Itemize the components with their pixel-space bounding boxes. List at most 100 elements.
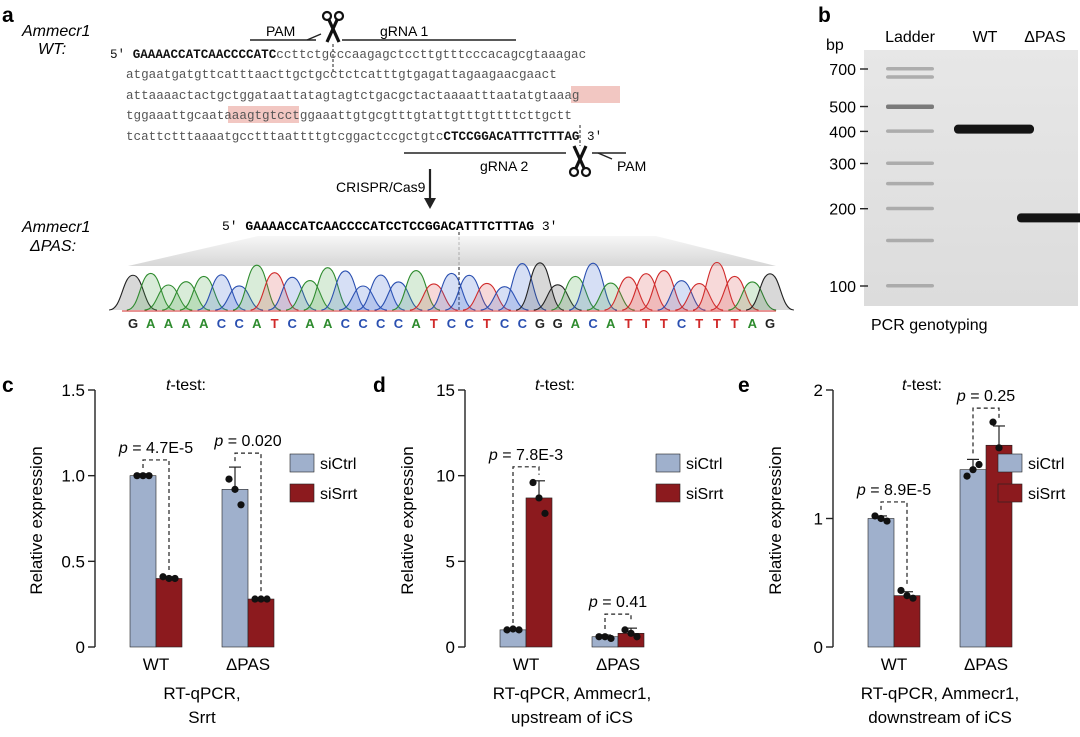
base-call: A (305, 316, 315, 331)
data-point (883, 517, 891, 525)
dpas-allele-label: ΔPAS: (29, 238, 76, 255)
trace-peak-C (339, 285, 388, 311)
base-call: A (411, 316, 421, 331)
data-point (541, 509, 549, 517)
trace-peak-T (710, 275, 759, 311)
p-value: = 8.9E-5 (866, 482, 931, 499)
ladder-band (886, 284, 934, 288)
p-value: = 7.8E-3 (498, 447, 563, 464)
significance-bracket (234, 452, 262, 593)
base-call: A (181, 316, 191, 331)
trace-peak-T (409, 283, 458, 311)
base-call: A (199, 316, 209, 331)
x-axis-label: upstream of iCS (511, 708, 633, 727)
sequence-line: atgaatgatgttcatttaacttgctgcctctcatttgtga… (126, 68, 557, 82)
base-call: A (571, 316, 581, 331)
legend-swatch-siCtrl (997, 453, 1023, 473)
x-category-label: WT (143, 655, 169, 674)
base-call: C (464, 316, 474, 331)
gel-tick-label: 400 (829, 124, 856, 141)
base-call: A (748, 316, 758, 331)
base-call: C (288, 316, 298, 331)
panel-label-b: b (818, 4, 831, 27)
base-call: T (271, 316, 279, 331)
gel-tick-label: 300 (829, 156, 856, 173)
trace-peak-A (179, 275, 228, 311)
sequence-segment: tcattctttaaaatgcctttaattttgtcggactccgctg… (126, 130, 443, 144)
trace-peak-T (692, 261, 741, 311)
legend-label: siSrrt (320, 486, 358, 503)
data-point (995, 444, 1003, 452)
legend-swatch-siCtrl (655, 453, 681, 473)
trace-peak-T (604, 276, 653, 311)
data-point (989, 418, 997, 426)
trace-peak-G (745, 273, 795, 311)
ladder-band (886, 75, 934, 79)
sequence-line: tcattctttaaaatgcctttaattttgtcggactccgctg… (126, 130, 602, 144)
legend-label: siSrrt (1028, 486, 1066, 503)
gel-tick-label: 100 (829, 279, 856, 296)
data-point (969, 466, 977, 474)
p-value-label: p = 0.41 (588, 594, 647, 611)
ladder-band (886, 238, 934, 243)
p-value-label: p = 8.9E-5 (856, 482, 931, 499)
wt-band (954, 124, 1034, 134)
trace-peak-C (568, 262, 618, 311)
data-point (225, 475, 233, 483)
y-axis-label: Relative expression (398, 446, 417, 594)
trace-peak-C (321, 270, 370, 311)
x-axis-label: RT-qPCR, (163, 684, 240, 703)
bar-chart-d: 0 5 10 15 Relative expression WT ΔPAS p = 7.8E-… (398, 377, 724, 727)
base-call: C (518, 316, 528, 331)
ttest-label: t-test: (902, 377, 942, 394)
data-point (633, 633, 641, 641)
trace-peak-C (374, 281, 423, 311)
pas-highlight-2 (228, 106, 299, 123)
significance-bracket (512, 466, 540, 624)
ttest-t: t (535, 377, 540, 394)
sequence-line: 5′ GAAAACCATCAACCCCATCccttctgcccaagagctc… (110, 48, 586, 62)
data-point (237, 501, 245, 509)
bar-chart-c: 0 0.5 1.0 1.5 Relative expression WT ΔPAS p = 4… (27, 377, 358, 727)
p-symbol: p (213, 433, 223, 450)
x-category-label: WT (881, 655, 907, 674)
pam-bottom-label: PAM (617, 158, 646, 174)
gel-tick-label: 700 (829, 62, 856, 79)
data-point (171, 574, 179, 583)
base-call: T (731, 316, 739, 331)
data-point (607, 634, 615, 643)
trace-peak-C (427, 272, 476, 311)
sequencing-chromatogram (108, 261, 795, 311)
bar-siCtrl-0 (867, 518, 895, 648)
base-call: G (765, 316, 775, 331)
trace-peak-C (268, 276, 317, 311)
bar-siSrrt-0 (155, 578, 183, 648)
p-symbol: p (118, 440, 128, 457)
y-tick-label: 15 (436, 381, 455, 400)
data-point (515, 626, 523, 634)
trace-peak-A (392, 269, 441, 311)
sequence-segment: gtgtcctggaaattgtgcgtttgtattgtttgttttcttg… (247, 109, 572, 123)
trace-peak-A (728, 281, 777, 311)
y-tick-label: 1.5 (61, 381, 85, 400)
p-value: = 0.41 (598, 594, 647, 611)
base-call: G (535, 316, 545, 331)
data-point (897, 586, 905, 595)
base-call: T (695, 316, 703, 331)
trace-peak-G (533, 284, 582, 311)
sequence-segment: 5′ (110, 48, 133, 62)
sequence-line: attaaaactactgctggataattatagtagtctgacgcta… (126, 89, 579, 103)
x-axis-label: Srrt (188, 708, 216, 727)
legend-swatch-siSrrt (997, 483, 1023, 503)
data-point (145, 472, 153, 480)
y-tick-label: 0 (446, 638, 455, 657)
panel-b-gel: bp Ladder WT ΔPAS 700 500 400 300 200 100 PCR g… (826, 29, 1080, 334)
trace-peak-C (356, 274, 405, 311)
p-value: = 0.020 (223, 433, 281, 450)
data-point (231, 485, 239, 493)
data-point (165, 574, 173, 583)
base-call: C (447, 316, 457, 331)
legend-swatch-siSrrt (655, 483, 681, 503)
sequence-segment: atgaatgatgttcatttaacttgctgcctctcatttgtga… (126, 68, 557, 82)
significance-bracket (142, 459, 170, 571)
